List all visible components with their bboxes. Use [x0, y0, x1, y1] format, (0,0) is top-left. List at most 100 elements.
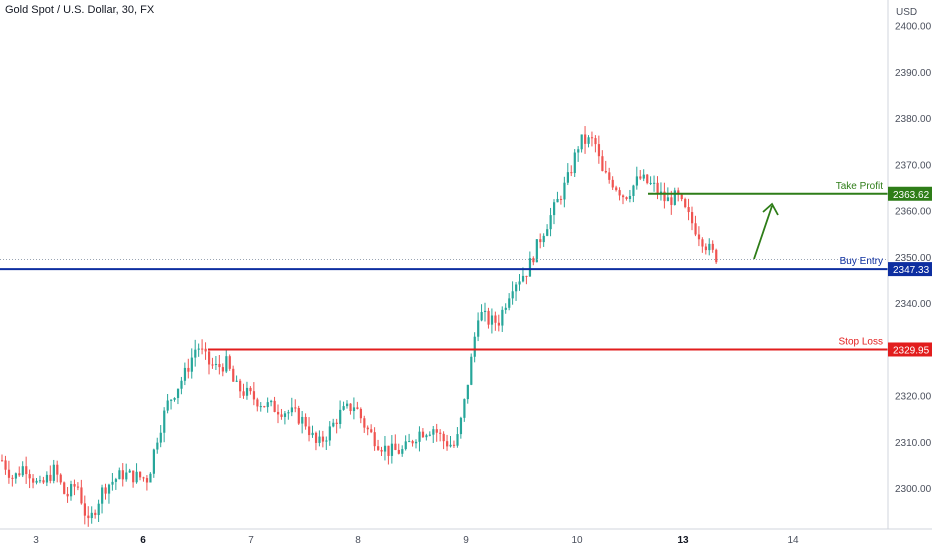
candle-body [442, 433, 445, 442]
candle-body [283, 413, 287, 417]
candle-body [449, 444, 452, 447]
candle-body [318, 436, 321, 443]
candle-body [553, 202, 556, 216]
candle-body [56, 464, 59, 475]
candle-body [201, 348, 204, 350]
candle-body [80, 487, 83, 504]
candle-body [166, 400, 169, 411]
candle-body [328, 426, 331, 441]
candle-body [135, 471, 138, 483]
candle-body [73, 484, 76, 487]
candle-body [287, 412, 290, 414]
candle-body [418, 431, 421, 442]
candle-body [149, 473, 152, 483]
candle-body [139, 471, 142, 478]
candle-body [38, 480, 42, 482]
candle-body [228, 356, 231, 369]
candle-body [397, 449, 400, 454]
candle-body [518, 281, 521, 285]
candle-body [356, 407, 359, 409]
candle-body [180, 380, 183, 389]
candle-body [642, 174, 645, 179]
candle-body [680, 194, 683, 200]
candle-body [114, 479, 118, 482]
candle-body [349, 403, 352, 412]
candle-body [342, 406, 345, 410]
candle-body [508, 298, 511, 308]
candle-body [622, 195, 625, 198]
candle-body [225, 356, 228, 372]
candle-body [663, 191, 666, 202]
candle-body [653, 182, 656, 184]
candle-body [242, 391, 245, 396]
candle-body [549, 215, 552, 230]
candle-body [466, 384, 469, 400]
buy-entry-price-badge: 2347.33 [888, 262, 932, 277]
price-tick-label: 2360.00 [895, 207, 932, 218]
candle-body [232, 368, 235, 382]
candle-body [608, 172, 611, 180]
candle-body [401, 449, 404, 454]
candle-body [656, 182, 659, 194]
candle-body [97, 503, 100, 516]
candle-body [49, 474, 52, 481]
stop-loss-price: 2329.95 [893, 345, 930, 356]
candle-body [63, 482, 66, 494]
candle-body [494, 315, 497, 323]
candle-body [415, 441, 418, 444]
candle-body [45, 474, 49, 483]
candle-body [490, 315, 494, 325]
time-tick-label: 10 [571, 535, 583, 546]
price-tick-label: 2320.00 [895, 392, 932, 403]
candle-body [487, 310, 490, 325]
candle-body [332, 422, 335, 427]
candle-body [245, 387, 249, 396]
price-tick-label: 2370.00 [895, 160, 932, 171]
candle-body [387, 445, 390, 456]
candle-body [456, 434, 459, 446]
candle-body [525, 275, 528, 277]
candle-body [163, 410, 166, 433]
candle-body [221, 367, 224, 372]
candle-body [18, 473, 21, 476]
candle-body [697, 234, 701, 240]
stop-loss-price-badge: 2329.95 [888, 342, 932, 357]
candle-body [691, 212, 694, 224]
candle-body [121, 470, 124, 480]
candle-body [459, 417, 463, 435]
candle-body [325, 440, 328, 442]
time-tick-label: 6 [140, 535, 146, 546]
candle-body [659, 191, 663, 194]
candle-body [32, 478, 35, 483]
candle-body [694, 223, 697, 235]
candle-body [256, 399, 259, 407]
candle-body [666, 197, 670, 202]
candle-body [370, 429, 373, 433]
candle-body [477, 320, 480, 337]
candle-body [484, 310, 487, 312]
candle-body [715, 249, 718, 263]
candle-body [25, 466, 28, 475]
candle-body [14, 473, 17, 479]
candle-body [183, 367, 187, 381]
candle-body [435, 429, 438, 433]
candle-body [259, 406, 262, 408]
candle-body [273, 400, 276, 412]
candle-body [359, 408, 362, 419]
price-tick-label: 2380.00 [895, 114, 932, 125]
candle-body [28, 474, 31, 479]
candle-body [439, 432, 442, 434]
candle-body [504, 307, 507, 310]
candle-body [11, 477, 14, 479]
candle-body [452, 444, 456, 446]
candle-body [83, 503, 86, 516]
candle-body [556, 198, 559, 203]
candle-body [145, 478, 149, 483]
candle-body [152, 449, 155, 474]
candle-body [635, 176, 638, 186]
candle-body [321, 436, 325, 442]
candle-body [297, 408, 300, 424]
candle-body [587, 137, 590, 144]
